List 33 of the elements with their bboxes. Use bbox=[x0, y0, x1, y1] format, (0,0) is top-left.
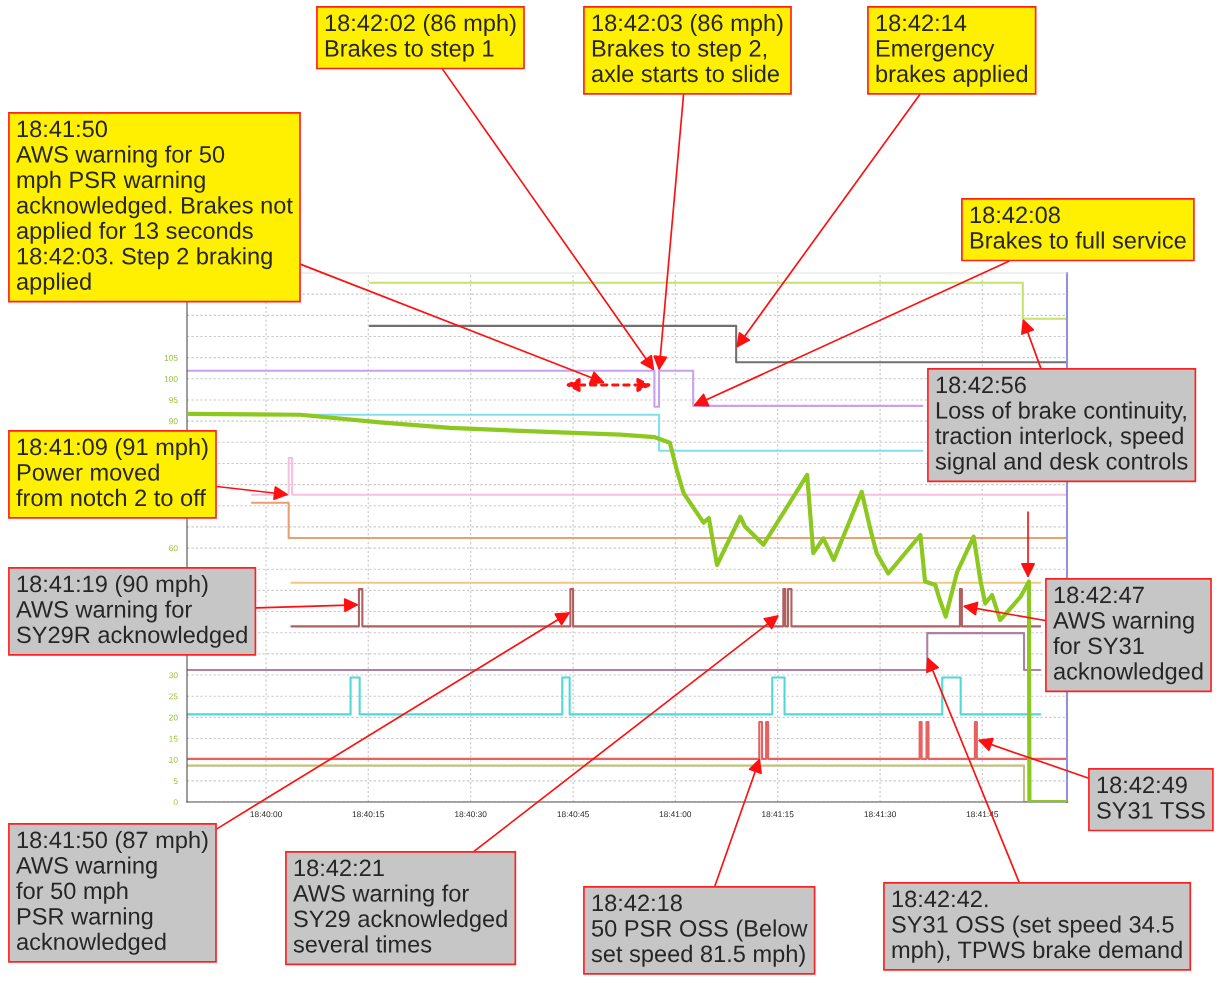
annotation: 18:42:49 SY31 TSS bbox=[1097, 776, 1205, 819]
annotation: 18:42:02 (86 mph) Brakes to step 1 bbox=[325, 14, 516, 62]
y-tick-label: 60 bbox=[169, 545, 178, 552]
annotation: 18:42:18 50 PSR OSS (Below set speed 81.5 mph) bbox=[591, 894, 808, 967]
y-tick-label: 15 bbox=[169, 735, 178, 742]
y-tick-label: 10 bbox=[169, 756, 178, 763]
x-tick-label: 18:41:15 bbox=[762, 811, 794, 818]
x-tick-label: 18:40:15 bbox=[352, 811, 385, 818]
annotation: 18:42:47 AWS warning for SY31 acknowledged bbox=[1053, 586, 1203, 685]
y-tick-label: 0 bbox=[173, 799, 178, 806]
y-tick-label: 105 bbox=[164, 354, 178, 361]
annotation: 18:42:56 Loss of brake continuity, traction interlock, speed signal and desk controls bbox=[935, 376, 1188, 475]
annotation: 18:42:42. SY31 OSS (set speed 34.5 mph), TPWS brake demand bbox=[892, 890, 1182, 963]
y-tick-label: 5 bbox=[173, 778, 178, 784]
y-tick-label: 90 bbox=[169, 418, 178, 425]
annotation: 18:41:09 (91 mph) Power moved from notch 2 to off bbox=[16, 438, 208, 507]
annotation: 18:41:19 (90 mph) AWS warning for SY29R acknowledged bbox=[16, 575, 247, 648]
y-tick-label: 30 bbox=[169, 672, 178, 679]
annotation: 18:41:50 AWS warning for 50 mph PSR warning acknowledged. Brakes not applied for 13 seconds 18:42:03. Step 2 braking applied bbox=[16, 120, 293, 295]
annotation: 18:42:03 (86 mph) Brakes to step 2, axle starts to slide bbox=[592, 14, 783, 83]
y-tick-label: 20 bbox=[169, 714, 178, 721]
annotation: 18:42:08 Brakes to full service bbox=[970, 206, 1186, 249]
x-tick-label: 18:40:45 bbox=[557, 811, 589, 818]
annotation: 18:42:21 AWS warning for SY29 acknowledged several times bbox=[293, 859, 507, 953]
y-tick-label: 95 bbox=[169, 397, 178, 404]
x-tick-label: 18:40:30 bbox=[455, 811, 487, 818]
x-tick-label: 18:41:00 bbox=[659, 811, 692, 818]
annotation: 18:41:50 (87 mph) AWS warning for 50 mph PSR warning acknowledged bbox=[16, 831, 208, 955]
x-tick-label: 18:40:00 bbox=[250, 811, 282, 818]
x-tick-label: 18:41:30 bbox=[864, 811, 896, 818]
y-tick-label: 25 bbox=[169, 693, 178, 700]
y-tick-label: 100 bbox=[164, 376, 178, 382]
annotation: 18:42:14 Emergency brakes applied bbox=[876, 14, 1028, 87]
